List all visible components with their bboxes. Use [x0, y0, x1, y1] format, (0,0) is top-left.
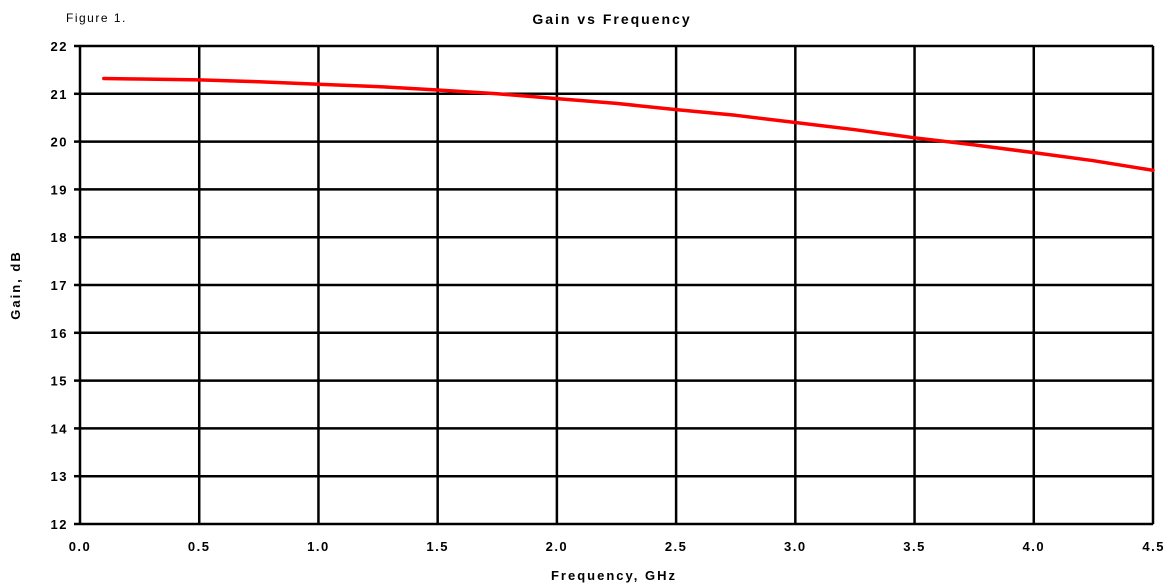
y-tick-label: 21 — [51, 87, 68, 102]
x-tick-label: 2.5 — [665, 539, 688, 554]
grid-lines — [74, 44, 1155, 526]
figure-label: Figure 1. — [66, 11, 127, 25]
y-tick-label: 22 — [51, 39, 68, 54]
y-tick-label: 19 — [51, 182, 68, 197]
series-line-0 — [102, 76, 1155, 173]
x-tick-label: 4.0 — [1022, 539, 1045, 554]
y-tick-label: 13 — [51, 469, 68, 484]
x-tick-label: 3.0 — [784, 539, 807, 554]
y-tick-label: 12 — [51, 517, 68, 532]
x-tick-label: 2.0 — [546, 539, 569, 554]
x-tick-label: 0.0 — [69, 539, 92, 554]
y-axis-tick-labels: 12 13 14 15 16 17 18 19 20 21 22 — [51, 39, 68, 532]
x-tick-label: 1.0 — [307, 539, 330, 554]
y-tick-label: 20 — [51, 135, 68, 150]
x-tick-label: 0.5 — [188, 539, 211, 554]
y-tick-label: 18 — [51, 230, 68, 245]
chart-title: Gain vs Frequency — [532, 11, 691, 27]
y-tick-label: 14 — [51, 421, 68, 436]
x-tick-label: 4.5 — [1142, 539, 1165, 554]
x-axis-label: Frequency, GHz — [551, 568, 677, 583]
y-tick-label: 17 — [51, 278, 68, 293]
x-tick-label: 1.5 — [426, 539, 449, 554]
x-axis-tick-labels: 0.0 0.5 1.0 1.5 2.0 2.5 3.0 3.5 4.0 4.5 — [69, 539, 1165, 554]
y-axis-label: Gain, dB — [8, 250, 23, 319]
x-tick-label: 3.5 — [903, 539, 926, 554]
y-tick-label: 15 — [51, 374, 68, 389]
series-layer — [102, 76, 1155, 173]
y-tick-label: 16 — [51, 326, 68, 341]
plot-area-frame — [79, 45, 1154, 525]
